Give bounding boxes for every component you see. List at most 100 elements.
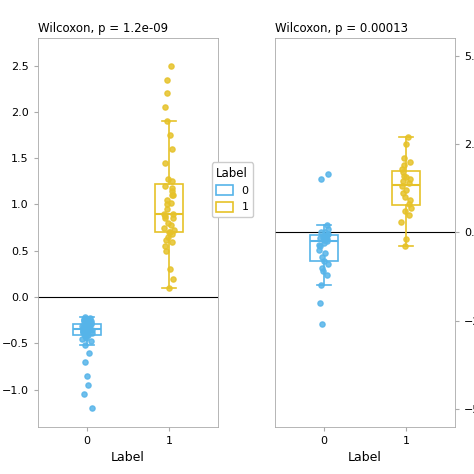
Point [80, 316, 88, 323]
Point [318, 282, 325, 289]
Point [168, 230, 175, 238]
Point [402, 140, 410, 148]
Point [321, 250, 329, 257]
Point [323, 237, 330, 245]
Point [166, 265, 174, 273]
Point [83, 328, 91, 335]
Point [407, 204, 414, 211]
Point [402, 173, 410, 181]
Point [401, 243, 409, 250]
Point [404, 133, 412, 141]
Point [86, 320, 94, 328]
Point [85, 321, 92, 328]
Point [406, 175, 414, 183]
Point [85, 323, 93, 330]
Point [401, 193, 409, 201]
Point [83, 322, 91, 329]
Point [323, 235, 330, 242]
Point [164, 76, 171, 83]
Point [82, 326, 90, 333]
Point [84, 316, 92, 324]
Point [88, 329, 95, 337]
Point [317, 243, 324, 250]
Point [324, 170, 332, 178]
Point [88, 404, 95, 412]
Point [163, 205, 171, 213]
Point [161, 159, 169, 167]
Point [81, 341, 89, 349]
Point [79, 328, 86, 336]
Point [80, 326, 87, 333]
Point [80, 391, 88, 398]
Point [405, 200, 413, 208]
X-axis label: Label: Label [348, 451, 382, 464]
Point [323, 271, 330, 278]
Point [87, 337, 95, 345]
Point [169, 191, 177, 199]
Point [84, 326, 92, 333]
Point [82, 319, 90, 327]
Point [401, 154, 408, 162]
Point [88, 317, 95, 325]
Point [164, 233, 172, 241]
Text: Wilcoxon, p = 1.2e-09: Wilcoxon, p = 1.2e-09 [38, 22, 168, 36]
Point [319, 253, 326, 261]
Point [168, 187, 176, 194]
Point [169, 145, 176, 153]
Point [84, 324, 92, 331]
Point [163, 196, 171, 204]
Point [167, 199, 175, 207]
Point [164, 201, 171, 208]
Point [87, 320, 94, 328]
Point [317, 228, 325, 236]
Point [319, 233, 327, 240]
Point [164, 118, 171, 125]
X-axis label: Label: Label [111, 451, 145, 464]
Point [84, 318, 92, 326]
Point [317, 175, 325, 183]
Point [85, 349, 92, 356]
Point [80, 321, 88, 328]
Point [161, 182, 169, 190]
Point [169, 215, 177, 222]
Point [80, 324, 87, 331]
Point [318, 264, 325, 272]
Point [79, 322, 86, 329]
Point [86, 315, 94, 322]
Point [320, 257, 328, 264]
Point [325, 230, 332, 238]
Point [168, 184, 176, 191]
Point [318, 320, 326, 328]
Point [319, 267, 327, 275]
Point [161, 224, 168, 231]
Point [397, 218, 405, 226]
Point [79, 328, 86, 336]
Point [160, 210, 168, 218]
Point [398, 165, 406, 173]
Point [162, 212, 169, 219]
Point [85, 318, 93, 326]
Legend: 0, 1: 0, 1 [211, 162, 253, 217]
Point [80, 323, 88, 330]
Point [324, 225, 331, 233]
Point [161, 103, 168, 111]
Point [79, 325, 87, 332]
Point [320, 239, 328, 246]
Point [81, 319, 89, 327]
Point [162, 247, 170, 255]
Point [79, 335, 86, 343]
Point [84, 381, 91, 389]
Point [167, 62, 175, 70]
Point [324, 260, 332, 268]
Point [320, 236, 328, 244]
Point [316, 241, 323, 248]
Point [82, 331, 89, 339]
Point [83, 330, 91, 338]
Point [164, 175, 171, 182]
Point [84, 331, 92, 339]
Point [323, 231, 331, 239]
Point [400, 177, 407, 185]
Point [401, 172, 408, 180]
Point [167, 221, 175, 228]
Point [87, 325, 94, 332]
